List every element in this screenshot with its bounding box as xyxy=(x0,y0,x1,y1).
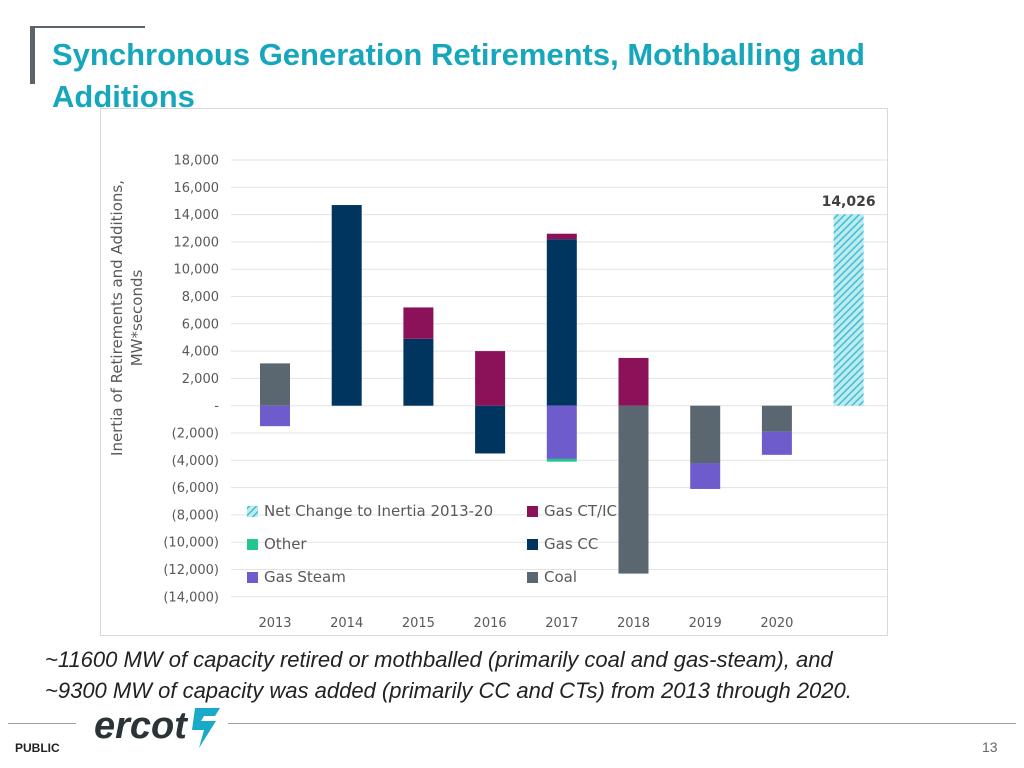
legend-swatch-gas-cc xyxy=(527,539,538,550)
legend-swatch-other xyxy=(247,539,258,550)
y-tick-label: 18,000 xyxy=(174,154,220,169)
x-tick-label: 2020 xyxy=(760,616,793,631)
ercot-logo: ercot xyxy=(94,705,220,748)
legend-swatch-gas-ct-ic xyxy=(527,506,538,517)
bar-gas-ct-ic xyxy=(546,233,577,240)
bar-coal xyxy=(618,405,649,574)
x-tick-label: 2019 xyxy=(689,616,722,631)
y-tick-label: 4,000 xyxy=(182,345,219,360)
bar-coal xyxy=(690,405,721,464)
legend-label-gas-cc: Gas CC xyxy=(544,535,598,553)
x-tick-label: 2016 xyxy=(474,616,507,631)
bar-gas-cc xyxy=(475,405,506,454)
y-tick-label: (12,000) xyxy=(163,563,219,578)
y-axis-label-line1: Inertia of Retirements and Additions, xyxy=(108,180,126,456)
x-tick-label: 2014 xyxy=(330,616,363,631)
bar-gas-cc xyxy=(331,205,362,406)
legend-label-gas-ct-ic: Gas CT/IC xyxy=(544,502,617,520)
bar-gas-ct-ic xyxy=(403,307,434,339)
caption: ~11600 MW of capacity retired or mothbal… xyxy=(45,644,1005,706)
y-tick-label: - xyxy=(214,399,219,414)
bar-gas-steam xyxy=(690,463,721,489)
page-number: 13 xyxy=(982,739,998,755)
y-tick-label: 6,000 xyxy=(182,317,219,332)
footer-rule-right xyxy=(228,723,1016,724)
y-tick-label: (14,000) xyxy=(163,590,219,605)
legend-label-coal: Coal xyxy=(544,568,577,586)
y-tick-label: (6,000) xyxy=(172,481,219,496)
legend-label-gas-steam: Gas Steam xyxy=(264,568,346,586)
bar-coal xyxy=(260,363,290,406)
slide-title: Synchronous Generation Retirements, Moth… xyxy=(52,37,865,114)
bar-gas-cc xyxy=(546,239,577,406)
legend-swatch-gas-steam xyxy=(247,572,258,583)
bar-net-change-to-inertia-2013-20 xyxy=(833,214,864,406)
x-tick-label: 2018 xyxy=(617,616,650,631)
y-tick-label: 8,000 xyxy=(182,290,219,305)
title-accent-rule xyxy=(30,26,145,28)
y-tick-label: (10,000) xyxy=(163,536,219,551)
bar-gas-steam xyxy=(260,405,290,427)
chart-container: 18,000 16,000 14,000 12,000 10,000 8,000 6,000… xyxy=(100,108,888,636)
y-tick-label: 2,000 xyxy=(182,372,219,387)
stacked-bar-chart: 18,000 16,000 14,000 12,000 10,000 8,000 6,000… xyxy=(108,154,887,631)
legend-label-other: Other xyxy=(264,535,307,553)
y-tick-label: 12,000 xyxy=(174,235,220,250)
bar-gas-steam xyxy=(546,405,577,459)
legend-swatch-coal xyxy=(527,572,538,583)
caption-line-2: ~9300 MW of capacity was added (primaril… xyxy=(45,678,852,703)
bar-other xyxy=(546,458,577,462)
data-label: 14,026 xyxy=(822,194,876,210)
footer-rule-left xyxy=(8,723,76,724)
y-tick-label: (2,000) xyxy=(172,427,219,442)
y-tick-label: 10,000 xyxy=(174,263,220,278)
legend-swatch-net-change-to-inertia-2013-20 xyxy=(247,506,258,517)
bar-coal xyxy=(761,405,792,432)
y-tick-label: (8,000) xyxy=(172,508,219,523)
legend-label-net-change-to-inertia-2013-20: Net Change to Inertia 2013-20 xyxy=(264,502,493,520)
caption-line-1: ~11600 MW of capacity retired or mothbal… xyxy=(45,647,833,672)
y-tick-label: 14,000 xyxy=(174,208,220,223)
x-tick-label: 2017 xyxy=(545,616,578,631)
bar-gas-steam xyxy=(761,431,792,455)
x-tick-label: 2015 xyxy=(402,616,435,631)
lightning-bolt-icon xyxy=(192,708,220,748)
bar-gas-ct-ic xyxy=(475,351,506,406)
bar-gas-cc xyxy=(403,338,434,406)
y-tick-label: 16,000 xyxy=(174,181,220,196)
bar-gas-ct-ic xyxy=(618,357,649,406)
title-accent-bar xyxy=(30,26,35,84)
y-axis-label-line2: MW*seconds xyxy=(128,270,146,367)
footer-classification: PUBLIC xyxy=(15,741,60,755)
ercot-logo-wordmark: ercot xyxy=(94,705,188,747)
x-tick-label: 2013 xyxy=(258,616,291,631)
y-tick-label: (4,000) xyxy=(172,454,219,469)
